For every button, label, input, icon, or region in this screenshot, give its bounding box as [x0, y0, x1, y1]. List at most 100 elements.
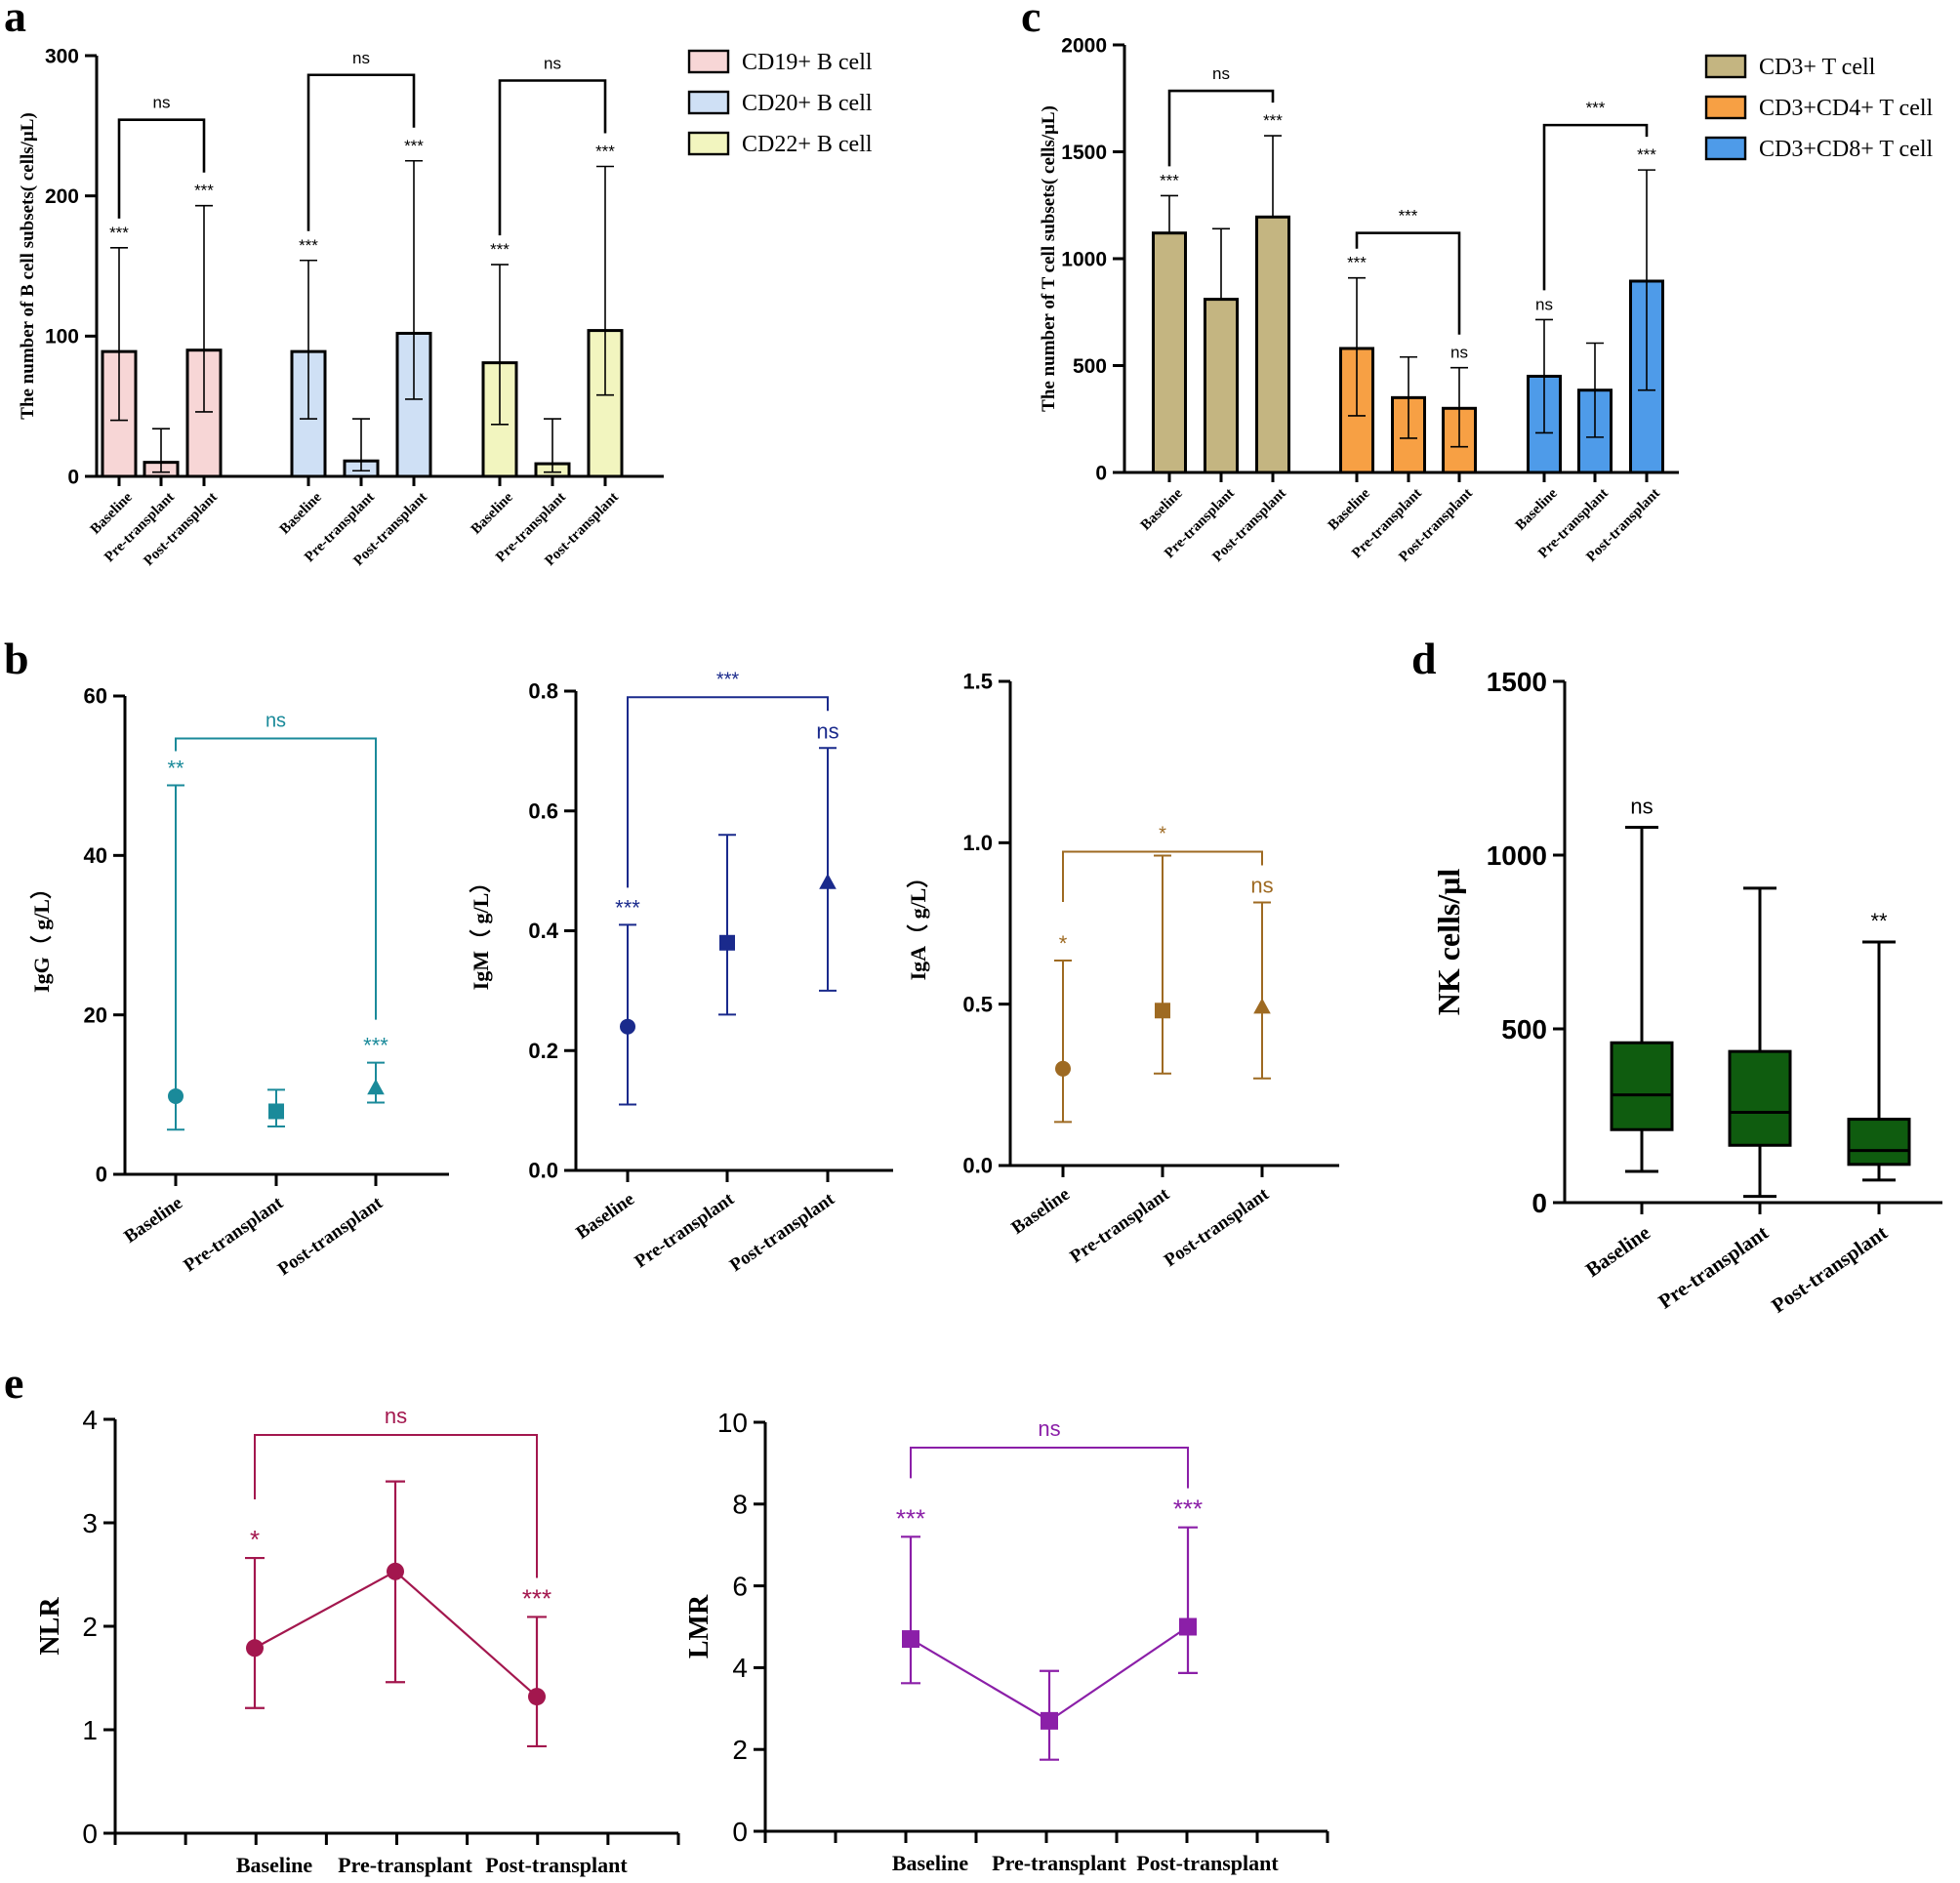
y-axis-label: IgA（ g/L）: [906, 867, 930, 981]
data-point: [1041, 1711, 1058, 1730]
panel-letter-d: d: [1411, 634, 1437, 683]
data-point: [902, 1630, 919, 1649]
legend-label: CD3+CD8+ T cell: [1759, 137, 1934, 162]
significance-bracket: [306, 73, 416, 231]
x-tick-label: Baseline: [572, 1189, 637, 1244]
y-tick-label: 2: [732, 1735, 748, 1765]
x-tick-label: Post-transplant: [1161, 1184, 1273, 1272]
y-tick-label: 8: [732, 1490, 748, 1520]
y-tick-label: 1500: [1487, 667, 1547, 697]
x-tick-label: Baseline: [120, 1193, 185, 1248]
x-tick-label: Pre-transplant: [180, 1193, 287, 1277]
significance-mark: ns: [1535, 295, 1553, 313]
y-axis-label: NK cells/μl: [1431, 869, 1466, 1016]
significance-mark: ***: [522, 1583, 551, 1613]
y-tick-label: 0: [82, 1819, 98, 1849]
data-point: [719, 934, 735, 951]
x-tick-label: Baseline: [892, 1851, 968, 1875]
y-tick-label: 40: [84, 843, 107, 868]
bracket-label: *: [1159, 824, 1166, 845]
legend-swatch: [687, 90, 730, 115]
y-tick-label: 0: [96, 1163, 107, 1187]
x-tick-label: Baseline: [1581, 1220, 1654, 1281]
y-axis-label: The number of B cell subsets( cells/μL): [18, 112, 38, 419]
x-tick-label: Pre-transplant: [338, 1853, 472, 1877]
x-tick-label: Baseline: [1138, 485, 1186, 533]
x-tick-label: Baseline: [1513, 485, 1561, 533]
y-tick-label: 0.6: [528, 798, 558, 823]
bracket-label: ns: [1212, 64, 1230, 83]
data-point: [620, 1018, 635, 1035]
box: [1728, 1049, 1792, 1147]
y-tick-label: 200: [45, 185, 79, 208]
significance-mark: *: [1059, 931, 1068, 956]
y-tick-label: 500: [1501, 1014, 1547, 1044]
significance-mark: ***: [1173, 1494, 1203, 1524]
significance-mark: ***: [1263, 111, 1283, 130]
data-point: [1253, 998, 1271, 1014]
significance-mark: ***: [1347, 254, 1367, 272]
y-tick-label: 6: [732, 1571, 748, 1601]
y-tick-label: 1500: [1061, 142, 1107, 164]
y-tick-label: 1.5: [962, 670, 993, 694]
significance-mark: ***: [1637, 145, 1656, 164]
legend-swatch: [1704, 95, 1747, 120]
data-point: [168, 1087, 184, 1104]
data-point: [1155, 1003, 1170, 1019]
significance-bracket: [498, 79, 607, 236]
x-tick-label: Baseline: [469, 489, 516, 537]
significance-mark: ***: [194, 182, 214, 200]
significance-bracket: [117, 118, 206, 219]
y-tick-label: 1000: [1061, 248, 1107, 270]
y-tick-label: 0: [1531, 1188, 1547, 1218]
legend-swatch: [687, 131, 730, 156]
bracket-label: ns: [265, 710, 286, 731]
data-point: [819, 873, 837, 889]
bracket-label: ***: [716, 669, 740, 690]
x-tick-label: Pre-transplant: [631, 1189, 738, 1273]
bar: [1255, 215, 1290, 474]
box: [1610, 1041, 1674, 1131]
x-tick-label: Post-transplant: [726, 1189, 838, 1277]
y-tick-label: 0: [67, 466, 79, 488]
significance-bracket: [1167, 89, 1275, 167]
legend-swatch: [687, 49, 730, 74]
legend-swatch: [1704, 136, 1747, 161]
box: [1847, 1118, 1911, 1167]
y-tick-label: 500: [1073, 355, 1107, 378]
legend-label: CD22+ B cell: [742, 132, 873, 157]
panel-letter-e: e: [4, 1358, 23, 1408]
y-tick-label: 0.8: [528, 679, 558, 704]
bracket-label: ns: [1038, 1416, 1060, 1441]
bracket-label: ns: [153, 94, 171, 112]
panel-letter-a: a: [4, 0, 26, 41]
x-tick-label: Post-transplant: [274, 1193, 387, 1281]
significance-bracket: [254, 1434, 538, 1578]
y-tick-label: 0.5: [962, 992, 993, 1016]
bracket-label: ns: [385, 1404, 407, 1428]
significance-mark: ns: [1450, 344, 1468, 362]
y-tick-label: 1000: [1487, 840, 1547, 871]
significance-mark: ***: [109, 224, 129, 242]
significance-mark: ns: [816, 718, 838, 743]
x-tick-label: Baseline: [277, 489, 325, 537]
data-point: [1055, 1060, 1071, 1077]
bracket-label: ***: [1586, 99, 1606, 117]
y-tick-label: 0.0: [528, 1159, 558, 1183]
x-tick-label: Post-transplant: [1136, 1851, 1279, 1875]
significance-bracket: [1062, 850, 1263, 903]
x-tick-label: Pre-transplant: [1066, 1184, 1173, 1268]
significance-bracket: [910, 1447, 1189, 1489]
significance-mark: ***: [896, 1503, 925, 1533]
bracket-label: ns: [352, 49, 370, 67]
y-tick-label: 0.2: [528, 1039, 558, 1063]
y-tick-label: 20: [84, 1003, 107, 1027]
x-tick-label: Baseline: [236, 1853, 312, 1877]
data-point: [367, 1079, 385, 1095]
significance-mark: *: [250, 1525, 260, 1554]
y-tick-label: 3: [82, 1508, 98, 1538]
y-tick-label: 2000: [1061, 34, 1107, 57]
panel-letter-c: c: [1021, 0, 1041, 41]
significance-bracket: [627, 696, 829, 888]
data-point: [268, 1103, 284, 1120]
